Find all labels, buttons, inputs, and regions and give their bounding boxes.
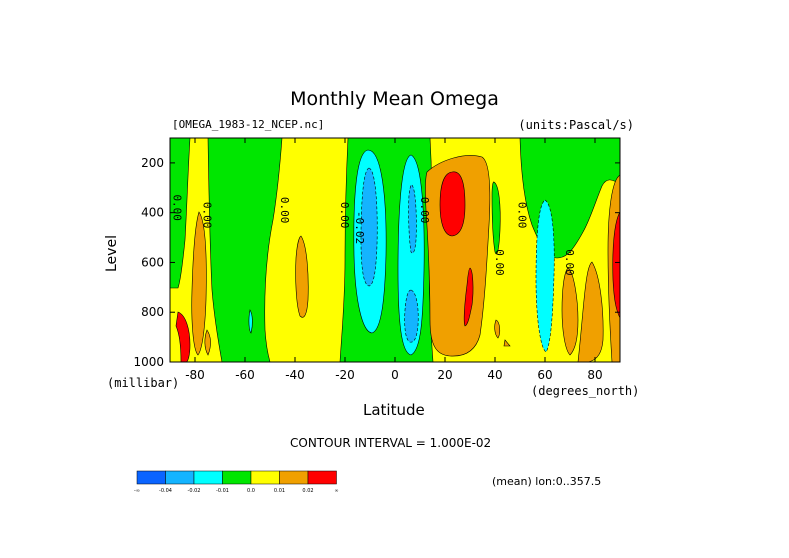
red-region-nh-2 — [463, 267, 474, 327]
y-tick-label: 200 — [141, 156, 164, 170]
colorbar-swatch — [307, 470, 337, 485]
y-tick-label: 800 — [141, 305, 164, 319]
x-axis-ticks: -80 -60 -40 -20 0 20 40 60 80 — [185, 138, 603, 382]
y-tick-label: 1000 — [133, 355, 164, 369]
contour-interval-label: CONTOUR INTERVAL = 1.000E-02 — [290, 436, 492, 450]
colorbar-swatch — [222, 470, 252, 485]
colorbar: -∞ -0.04 -0.02 -0.01 0.0 0.01 0.02 ∞ — [134, 470, 339, 494]
x-tick-label: 0 — [391, 368, 399, 382]
averaging-label: (mean) lon:0..357.5 — [492, 475, 602, 488]
orange-region-sh-1 — [191, 211, 207, 356]
contour-label: 0.00 — [493, 249, 506, 276]
x-tick-label: 60 — [537, 368, 552, 382]
x-tick-label: 20 — [437, 368, 452, 382]
red-region-nh-1 — [439, 171, 466, 237]
green-region-sh-mid — [207, 138, 283, 362]
contour-label: 0.00 — [171, 194, 184, 221]
blue-region-2 — [408, 184, 417, 254]
colorbar-level-label: -0.04 — [159, 488, 172, 494]
colorbar-swatch — [136, 470, 166, 485]
colorbar-level-label: -∞ — [134, 488, 140, 494]
colorbar-level-label: -0.02 — [188, 488, 201, 494]
x-tick-label: -80 — [185, 368, 205, 382]
colorbar-level-label: 0.02 — [302, 488, 313, 494]
green-region-sh-polar — [170, 138, 191, 289]
colorbar-swatch — [165, 470, 195, 485]
colorbar-level-label: -0.01 — [216, 488, 229, 494]
cyan-region-3 — [535, 199, 555, 353]
contour-labels: 0.00 0.00 0.00 0.00 -0.020.000.000.000.00 — [171, 194, 577, 275]
y-tick-label: 600 — [141, 255, 164, 269]
chart-title: Monthly Mean Omega — [290, 88, 499, 110]
orange-region-nh-small-2 — [503, 339, 511, 347]
colorbar-swatch — [193, 470, 223, 485]
x-axis-label: Latitude — [363, 401, 425, 419]
contour-label: 0.00 — [418, 197, 431, 224]
orange-region-sh-2 — [204, 329, 211, 356]
colorbar-level-label: 0.01 — [274, 488, 285, 494]
cyan-region-4 — [248, 309, 253, 334]
colorbar-level-label: 0.0 — [247, 488, 255, 494]
x-tick-label: 80 — [587, 368, 602, 382]
x-tick-label: -40 — [285, 368, 305, 382]
orange-region-nh-3 — [577, 261, 604, 362]
contour-label: 0.00 — [201, 202, 214, 229]
units-label: (units:Pascal/s) — [518, 118, 634, 132]
red-region-sh-pole — [175, 311, 191, 362]
contour-label: 0.00 — [516, 202, 529, 229]
x-tick-label: 40 — [487, 368, 502, 382]
colorbar-level-label: ∞ — [334, 488, 338, 494]
contour-label: -0.02 — [353, 211, 366, 244]
orange-region-nh-small-1 — [494, 319, 501, 339]
colorbar-swatch — [250, 470, 280, 485]
orange-region-nh-2 — [561, 267, 579, 356]
x-tick-label: -60 — [235, 368, 255, 382]
y-axis-ticks: 200 400 600 800 1000 — [133, 156, 620, 369]
dataset-label: [OMEGA_1983-12_NCEP.nc] — [172, 118, 325, 131]
colorbar-swatch — [279, 470, 309, 485]
x-axis-unit: (degrees_north) — [531, 384, 640, 398]
x-tick-label: -20 — [335, 368, 355, 382]
blue-region-3 — [404, 289, 419, 343]
contour-label: 0.00 — [563, 249, 576, 276]
contour-label: 0.00 — [278, 197, 291, 224]
y-tick-label: 400 — [141, 206, 164, 220]
orange-region-sh-3 — [295, 235, 309, 318]
contour-label: 0.00 — [338, 202, 351, 229]
green-region-nh-small — [491, 181, 501, 255]
y-axis-unit: (millibar) — [107, 376, 180, 390]
blue-region-1 — [360, 167, 378, 287]
